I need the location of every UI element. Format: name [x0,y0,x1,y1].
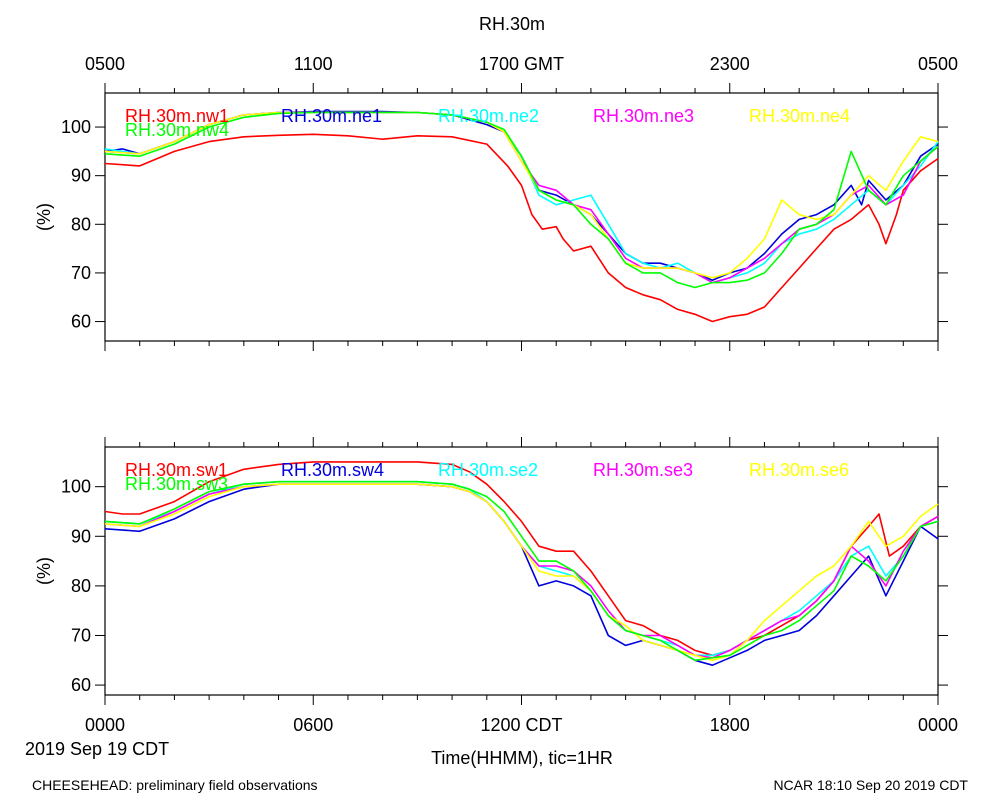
top-axis-tick-label: 2300 [710,54,750,74]
bottom-axis-tick-label: 0000 [85,715,125,735]
legend-entry: RH.30m.ne1 [281,106,382,126]
bottom-panel-frame [104,446,939,696]
series-line-RH-30m-sw3 [104,480,939,662]
series-line-RH-30m-se3 [104,483,939,659]
legend-entry: RH.30m.se3 [593,460,693,480]
series-line-RH-30m-sw4 [104,483,939,666]
series-line-RH-30m-nw1 [104,133,939,323]
legend-entry: RH.30m.nw1 [125,106,229,126]
top-axis-tick-label: 1700 GMT [479,54,564,74]
y-tick-label: 80 [71,214,91,234]
series-line-RH-30m-ne1 [104,110,939,281]
bottom-axis-tick-label: 1200 CDT [480,715,562,735]
legend-entry: RH.30m.ne2 [438,106,539,126]
date-label: 2019 Sep 19 CDT [25,739,169,759]
bottom-axis-tick-label: 1800 [710,715,750,735]
x-axis-label: Time(HHMM), tic=1HR [431,748,613,768]
series-line-RH-30m-nw4 [104,111,939,289]
y-tick-label: 100 [61,477,91,497]
series-line-RH-30m-se2 [104,480,939,657]
legend-entry: RH.30m.sw1 [125,460,228,480]
y-tick-label: 80 [71,576,91,596]
series-line-RH-30m-se6 [104,483,939,662]
y-tick-label: 60 [71,312,91,332]
top-axis-tick-label: 0500 [918,54,958,74]
y-tick-label: 70 [71,263,91,283]
footer-left: CHEESEHEAD: preliminary field observatio… [32,777,318,793]
legend-entry: RH.30m.ne4 [749,106,850,126]
legend-entry: RH.30m.sw3 [125,474,228,494]
y-tick-label: 100 [61,117,91,137]
top-panel-frame [104,92,939,342]
legend-entry: RH.30m.ne3 [593,106,694,126]
top-axis-tick-label: 1100 [294,54,333,74]
y-tick-label: 90 [71,526,91,546]
top-axis-tick-label: 0500 [85,54,125,74]
legend-entry: RH.30m.se6 [749,460,849,480]
bottom-y-axis-label: (%) [34,557,54,585]
bottom-axis-tick-label: 0000 [918,715,958,735]
top-y-axis-label: (%) [34,203,54,231]
legend-entry: RH.30m.nw4 [125,120,229,140]
y-tick-label: 70 [71,625,91,645]
chart-title: RH.30m [479,14,545,34]
legend-entry: RH.30m.sw4 [281,460,384,480]
y-tick-label: 60 [71,675,91,695]
bottom-axis-tick-label: 0600 [293,715,333,735]
y-tick-label: 90 [71,166,91,186]
footer-right: NCAR 18:10 Sep 20 2019 CDT [773,777,968,793]
chart-marks: 60 70 80 90 100 0500 1100 1700 GMT 2300 0500 RH.30… [61,54,958,735]
legend-entry: RH.30m.se2 [438,460,538,480]
